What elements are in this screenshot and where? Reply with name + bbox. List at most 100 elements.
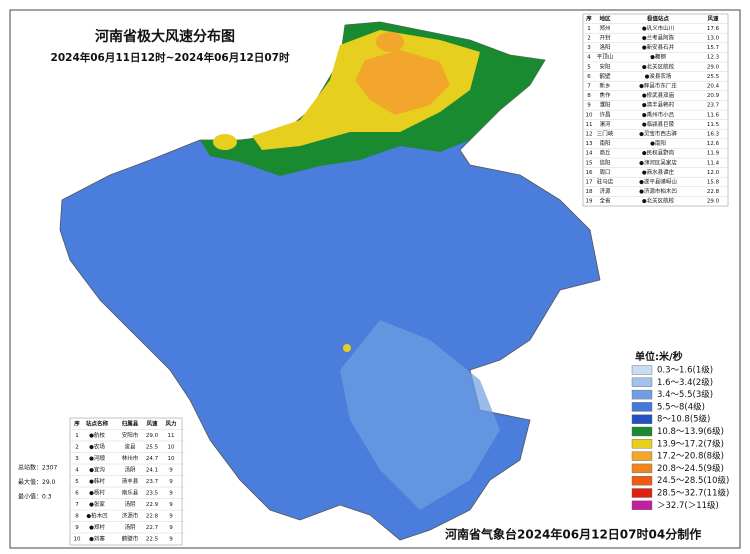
table-cell: 16: [586, 170, 593, 176]
table-header: 风速: [146, 419, 158, 427]
table-cell: 11: [586, 122, 593, 128]
stat: 最大值：29.0: [18, 478, 56, 486]
table-cell: ●河顺: [89, 454, 105, 462]
table-cell: 20.9: [707, 93, 720, 99]
table-cell: 郑州: [599, 24, 610, 32]
table-header: 极值站点: [647, 14, 670, 22]
table-cell: ●航校: [89, 431, 105, 439]
legend-swatch: [631, 463, 653, 474]
table-cell: ●杨村: [89, 488, 105, 496]
table-cell: ●北关区航校: [642, 197, 675, 205]
table-cell: 22.5: [146, 536, 159, 542]
table-cell: 9: [169, 502, 173, 508]
legend-label: ＞32.7(＞11级): [657, 500, 719, 511]
table-cell: ●新安县石井: [642, 43, 675, 51]
table-cell: 开封: [599, 34, 611, 42]
footer: 河南省气象台2024年06月12日07时04分制作: [444, 527, 701, 542]
legend-swatch: [631, 476, 653, 486]
table-cell: ●遂平县嵖岈山: [639, 178, 677, 186]
table-cell: ●灵宝市西古驿: [639, 130, 677, 138]
table-cell: 22.8: [707, 189, 720, 195]
table-cell: ●韩村: [89, 477, 105, 485]
table-cell: 10: [168, 456, 175, 462]
table-cell: 13.0: [707, 36, 720, 42]
table-cell: 新乡: [599, 82, 610, 90]
legend-swatch: [631, 414, 653, 424]
legend-label: 0.3～1.6(1级): [657, 365, 713, 376]
orange-area: [376, 32, 404, 52]
table-cell: 全省: [599, 197, 611, 205]
table-cell: ●辉县市东厂庄: [639, 82, 677, 90]
table-cell: 3: [75, 456, 79, 462]
table-cell: 洛阳: [599, 43, 610, 51]
table-cell: ●浚县农场: [645, 72, 672, 80]
table: 序地区 极值站点 风速 1 郑州 ●巩义市山川 17.6 2 开封 ●兰考县阿陈 13.0 3 洛阳 ●新…: [583, 14, 727, 205]
table-cell: 9: [169, 490, 173, 496]
table-header: 风力: [165, 419, 177, 427]
table-cell: 11: [168, 433, 175, 439]
table-cell: 9: [169, 513, 173, 519]
table-cell: ●柏木凹: [86, 511, 107, 519]
table-cell: 济源市: [122, 511, 139, 519]
table-cell: 23.5: [146, 490, 159, 496]
table-cell: 9: [169, 525, 173, 531]
table-cell: 鹤壁: [599, 72, 611, 80]
table-cell: ●农场: [89, 442, 105, 450]
table-cell: 10: [168, 444, 175, 450]
table-cell: 4: [75, 467, 79, 473]
table-cell: ●浉河区吴家店: [639, 158, 677, 166]
table-cell: ●郑村: [89, 523, 105, 531]
subtitle: 2024年06月11日12时~2024年06月12日07时: [51, 51, 290, 64]
legend-label: 5.5～8(4级): [657, 401, 705, 412]
title: 河南省极大风速分布图: [95, 28, 235, 45]
table-cell: 9: [587, 103, 591, 109]
legend-label: 1.6～3.4(2级): [657, 377, 713, 388]
legend-label: 20.8～24.5(9级): [657, 463, 724, 474]
legend-swatch: [631, 377, 653, 387]
table-cell: 29.0: [707, 64, 720, 70]
table-cell: 11.5: [707, 122, 720, 128]
table-cell: 9: [169, 467, 173, 473]
table-cell: ●修武县双庙: [642, 91, 675, 99]
table-cell: ●宜沟: [89, 465, 105, 473]
legend-label: 8～10.8(5级): [657, 414, 710, 425]
table-cell: 25.5: [707, 74, 720, 80]
table-cell: 1: [75, 433, 79, 439]
table-cell: 1: [587, 26, 591, 32]
table-cell: 19: [586, 199, 593, 205]
legend-label: 17.2～20.8(8级): [657, 451, 724, 462]
table-cell: 4: [587, 55, 591, 61]
table-cell: 8: [75, 513, 79, 519]
legend-label: 10.8～13.9(6级): [657, 426, 724, 437]
table-cell: ●刘寨: [89, 534, 105, 542]
legend-swatch: [631, 389, 653, 400]
legend-swatch: [631, 402, 653, 412]
table-cell: 23.7: [707, 103, 720, 109]
table-cell: 10: [586, 112, 593, 118]
yellow-area: [213, 134, 237, 150]
table-cell: 24.1: [146, 467, 158, 473]
table-cell: 11.6: [707, 112, 720, 118]
table-cell: 7: [75, 502, 79, 508]
legend-swatch: [631, 500, 653, 510]
table-cell: 济源: [599, 187, 611, 195]
light-area: [340, 320, 500, 510]
table-cell: ●济源市柏木凹: [639, 187, 677, 195]
table-cell: 周口: [599, 169, 610, 176]
table-cell: 12.3: [707, 55, 720, 61]
table-cell: 10: [74, 536, 81, 542]
table-cell: ●舞钢: [650, 53, 666, 61]
legend-title: 单位:米/秒: [635, 350, 683, 363]
top-table: [69, 417, 183, 546]
table-cell: 三门峡: [597, 130, 614, 138]
table-header: 序: [73, 419, 80, 427]
table-cell: 12: [586, 132, 593, 138]
table-cell: 9: [169, 479, 173, 485]
table-cell: 汤阴: [124, 500, 136, 508]
table-cell: ●临颍县巨陵: [642, 120, 675, 128]
table-cell: 安阳: [599, 62, 610, 70]
table-cell: ●商水县谭庄: [642, 168, 675, 176]
table-cell: 5: [75, 479, 79, 485]
